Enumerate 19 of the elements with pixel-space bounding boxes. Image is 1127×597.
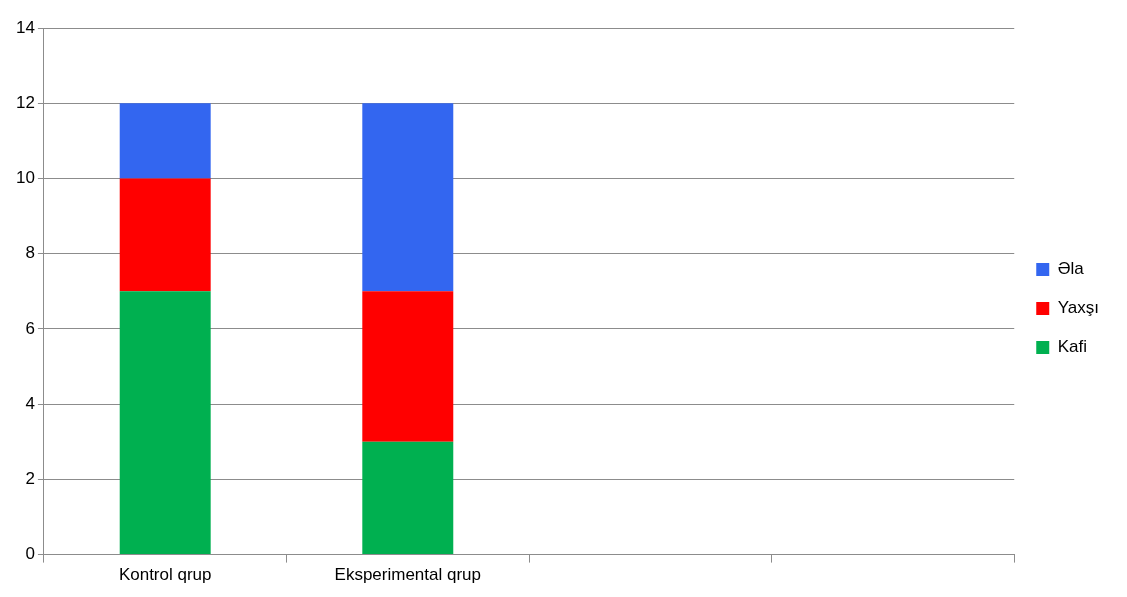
y-tick-label: 4 xyxy=(25,393,35,413)
y-tick-label: 0 xyxy=(25,544,35,564)
legend-label: Kafi xyxy=(1057,337,1088,357)
x-tick-label: Eksperimental qrup xyxy=(334,565,482,585)
bar xyxy=(119,291,211,555)
y-tick-label: 12 xyxy=(15,92,35,112)
bar xyxy=(362,441,454,555)
legend-label: Əla xyxy=(1057,259,1085,279)
y-tick-label: 10 xyxy=(15,168,35,188)
bar xyxy=(362,103,454,292)
x-tick-label: Kontrol qrup xyxy=(118,565,212,585)
bar xyxy=(119,103,211,179)
bar xyxy=(362,291,454,442)
bar xyxy=(119,178,211,292)
y-tick-label: 8 xyxy=(25,243,35,263)
y-tick-label: 14 xyxy=(15,17,35,37)
y-tick-label: 6 xyxy=(25,318,35,338)
y-tick-label: 2 xyxy=(25,469,35,489)
legend-label: Yaxşı xyxy=(1057,298,1100,318)
